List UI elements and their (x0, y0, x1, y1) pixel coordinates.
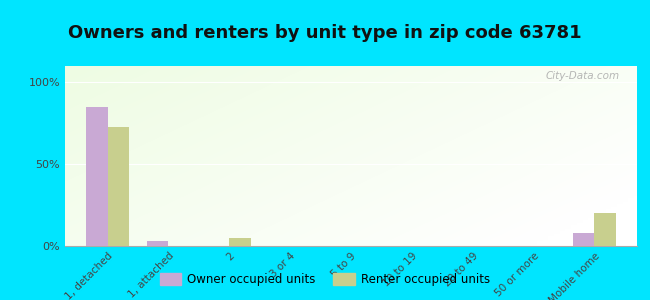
Bar (229, 238, 251, 246)
Legend: Owner occupied units, Renter occupied units: Owner occupied units, Renter occupied un… (155, 268, 495, 291)
Text: Owners and renters by unit type in zip code 63781: Owners and renters by unit type in zip c… (68, 24, 582, 42)
Bar (573, 233, 594, 246)
Bar (594, 213, 616, 246)
Bar (86, 107, 108, 246)
Text: City-Data.com: City-Data.com (546, 71, 620, 81)
Bar (147, 241, 168, 246)
Bar (108, 127, 129, 246)
